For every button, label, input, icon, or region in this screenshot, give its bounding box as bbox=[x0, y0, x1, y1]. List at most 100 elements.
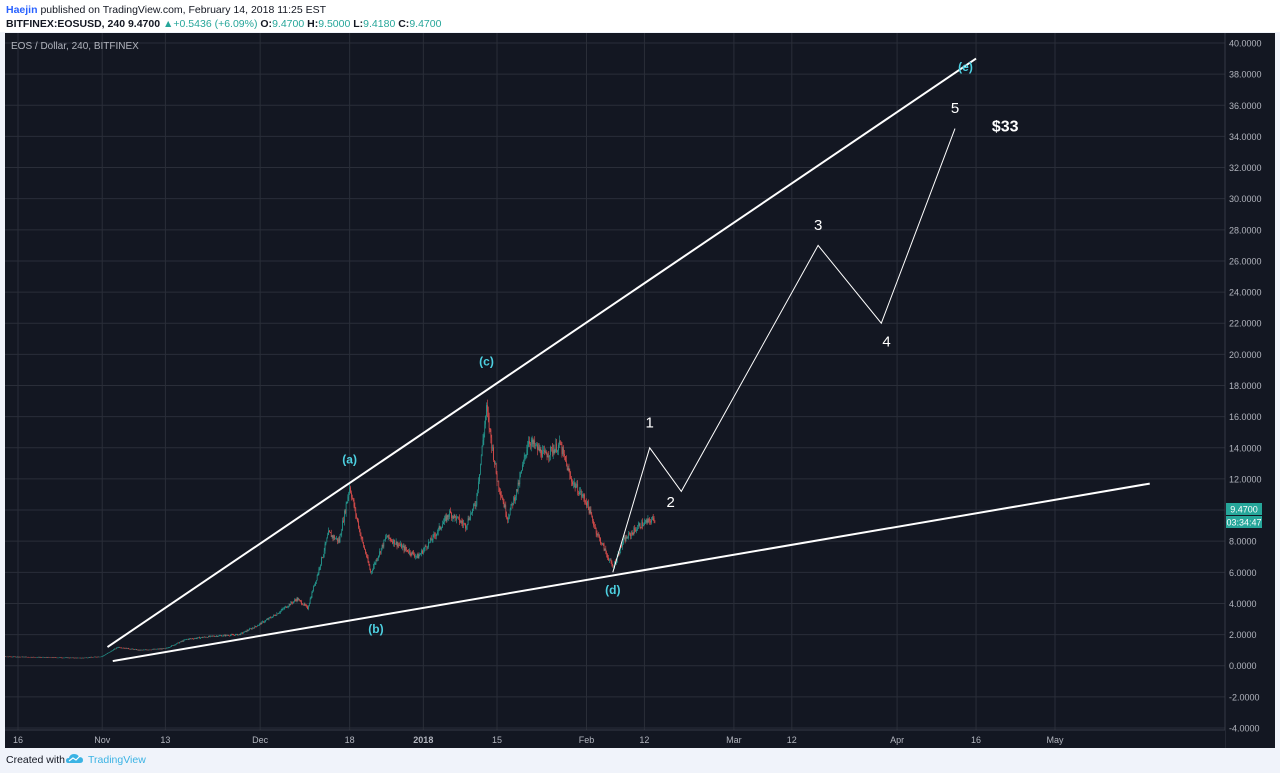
candle-body bbox=[561, 444, 563, 454]
candle-body bbox=[501, 496, 503, 501]
candle-body bbox=[45, 657, 47, 658]
candle-body bbox=[637, 525, 639, 529]
candle-body bbox=[396, 541, 398, 547]
candle-body bbox=[377, 558, 379, 561]
candle-body bbox=[444, 518, 445, 523]
candle-body bbox=[18, 656, 20, 658]
candle-body bbox=[591, 513, 593, 517]
candle-body bbox=[148, 649, 150, 651]
candle-body bbox=[576, 484, 578, 487]
candle-body bbox=[312, 591, 314, 593]
time-tick-label: 15 bbox=[492, 735, 502, 745]
candle-body bbox=[242, 632, 243, 634]
time-tick-label: Apr bbox=[890, 735, 904, 745]
candle-body bbox=[407, 549, 408, 552]
candle-body bbox=[98, 656, 100, 658]
candle-body bbox=[636, 529, 637, 532]
candle-body bbox=[280, 611, 281, 613]
candle-body bbox=[258, 625, 259, 626]
candle-body bbox=[497, 481, 499, 482]
candle-body bbox=[48, 657, 50, 658]
candle-body bbox=[201, 637, 203, 638]
candle-body bbox=[593, 521, 594, 526]
candle-body bbox=[140, 649, 142, 651]
candle-body bbox=[315, 580, 317, 582]
candle-body bbox=[544, 450, 545, 453]
candle-body bbox=[351, 497, 353, 499]
candle-body bbox=[463, 523, 464, 525]
candle-body bbox=[530, 443, 531, 446]
candle-body bbox=[147, 649, 149, 651]
candle-body bbox=[44, 657, 46, 658]
candle-body bbox=[306, 605, 307, 607]
candle-body bbox=[502, 500, 504, 503]
candle-body bbox=[111, 650, 113, 652]
candle-body bbox=[20, 656, 21, 658]
candle-body bbox=[630, 532, 632, 537]
candle-body bbox=[427, 546, 429, 548]
candle-body bbox=[647, 518, 649, 523]
candle-body bbox=[555, 443, 557, 450]
candle-body bbox=[307, 606, 308, 609]
candle-body bbox=[525, 454, 527, 456]
candle-body bbox=[246, 630, 248, 632]
candle-body bbox=[180, 641, 182, 643]
candle-body bbox=[207, 637, 208, 638]
candle-body bbox=[550, 447, 551, 456]
candle-body bbox=[316, 575, 318, 581]
candle-body bbox=[37, 656, 39, 658]
candle-body bbox=[475, 505, 477, 506]
candle-body bbox=[237, 634, 238, 636]
candle-body bbox=[594, 525, 595, 527]
candle-body bbox=[256, 626, 257, 627]
candle-body bbox=[399, 545, 400, 546]
candle-body bbox=[358, 527, 360, 530]
candle-body bbox=[360, 535, 362, 538]
candle-body bbox=[266, 618, 268, 620]
candle-body bbox=[272, 616, 273, 618]
candle-body bbox=[89, 657, 91, 658]
price-tick-label: 40.0000 bbox=[1229, 39, 1262, 49]
candle-body bbox=[288, 604, 290, 607]
candle-body bbox=[339, 535, 341, 542]
candle-body bbox=[208, 636, 209, 638]
price-tick-label: 20.0000 bbox=[1229, 350, 1262, 360]
candle-body bbox=[529, 441, 530, 444]
candle-body bbox=[418, 555, 420, 559]
wave-label: 4 bbox=[882, 334, 890, 351]
candle-body bbox=[11, 656, 13, 658]
time-axis[interactable] bbox=[5, 730, 1225, 748]
candle-body bbox=[395, 541, 397, 544]
candle-body bbox=[81, 657, 83, 659]
candle-body bbox=[83, 657, 85, 659]
price-axis[interactable] bbox=[1225, 33, 1275, 748]
tradingview-link[interactable]: TradingView bbox=[88, 754, 146, 766]
candle-body bbox=[287, 606, 289, 608]
candle-body bbox=[212, 635, 214, 637]
candle-body bbox=[448, 516, 450, 518]
candle-body bbox=[493, 447, 494, 461]
candle-body bbox=[195, 638, 197, 639]
candle-body bbox=[466, 526, 467, 529]
candle-body bbox=[13, 656, 14, 658]
candle-body bbox=[452, 516, 454, 519]
candle-body bbox=[454, 514, 456, 517]
candle-body bbox=[603, 544, 605, 551]
candle-body bbox=[597, 534, 599, 535]
candle-body bbox=[125, 647, 127, 649]
candle-body bbox=[165, 647, 167, 649]
candle-body bbox=[210, 635, 212, 637]
candle-body bbox=[291, 602, 293, 603]
candle-body bbox=[214, 636, 215, 637]
candle-body bbox=[423, 550, 424, 554]
candle-body bbox=[536, 444, 537, 446]
candle-body bbox=[141, 649, 143, 651]
candle-body bbox=[71, 657, 72, 659]
candle-body bbox=[181, 640, 183, 642]
candle-body bbox=[80, 658, 82, 659]
candle-body bbox=[443, 522, 444, 525]
candle-body bbox=[612, 565, 614, 568]
author-link[interactable]: Haejin bbox=[6, 4, 38, 16]
candle-body bbox=[186, 639, 187, 640]
